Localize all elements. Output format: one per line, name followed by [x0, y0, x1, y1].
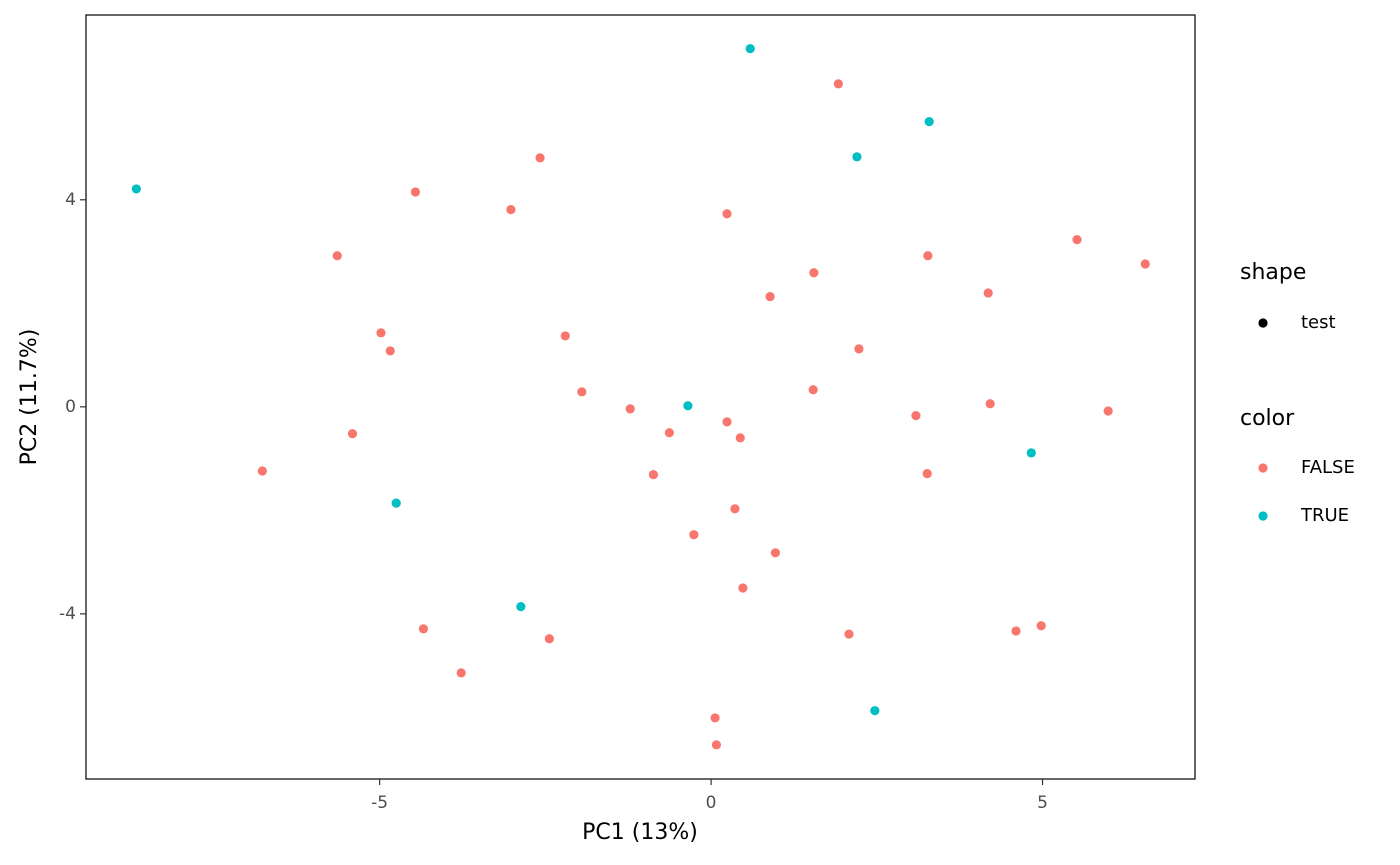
point — [418, 624, 429, 634]
x-tick-label: 0 — [706, 793, 717, 813]
y-tick-label: 0 — [65, 397, 76, 417]
point — [625, 404, 635, 414]
legend-entry: FALSE — [1301, 457, 1355, 478]
point — [833, 79, 843, 89]
legend-key — [1258, 511, 1268, 521]
point — [664, 428, 674, 438]
point — [745, 44, 755, 54]
point — [1026, 448, 1036, 458]
point — [985, 399, 995, 409]
point — [870, 706, 880, 716]
legend-title: shape — [1240, 260, 1306, 285]
point — [710, 713, 720, 723]
legend-key — [1258, 463, 1268, 473]
plot-panel — [85, 14, 1196, 780]
point — [730, 504, 740, 514]
point — [1103, 406, 1113, 416]
point — [391, 498, 401, 508]
y-tick-label: -4 — [59, 604, 76, 624]
point — [722, 417, 732, 427]
legend-entry: test — [1301, 312, 1336, 333]
point — [922, 469, 932, 479]
point — [923, 251, 933, 261]
point — [1011, 626, 1021, 636]
point — [738, 583, 748, 593]
point — [516, 602, 526, 612]
point — [577, 387, 587, 397]
legend-title: color — [1240, 406, 1295, 431]
point — [544, 634, 554, 644]
point — [808, 385, 818, 395]
point — [347, 429, 358, 439]
point — [648, 470, 659, 480]
legend-entry: TRUE — [1300, 505, 1349, 526]
point — [844, 629, 854, 639]
point — [765, 291, 775, 302]
point — [854, 344, 864, 354]
point — [376, 328, 386, 338]
point — [535, 153, 545, 163]
legend-key — [1258, 318, 1268, 328]
point — [911, 411, 921, 421]
point — [770, 548, 780, 558]
point — [711, 740, 721, 750]
point — [257, 466, 267, 476]
point — [983, 288, 993, 298]
point — [506, 205, 516, 215]
point — [410, 187, 421, 197]
point — [332, 251, 342, 261]
point — [722, 209, 732, 219]
point — [809, 268, 819, 278]
point — [1072, 235, 1082, 245]
point — [1036, 621, 1046, 631]
x-tick-label: 5 — [1037, 793, 1048, 813]
point — [560, 331, 570, 341]
point — [683, 401, 693, 411]
point — [924, 117, 934, 127]
point — [131, 184, 141, 194]
x-axis-title: PC1 (13%) — [582, 820, 698, 845]
y-tick-label: 4 — [65, 190, 76, 210]
point — [735, 433, 745, 443]
y-axis-title: PC2 (11.7%) — [17, 329, 42, 466]
point — [385, 346, 395, 356]
x-tick-label: -5 — [371, 793, 388, 813]
point — [689, 530, 699, 540]
point — [456, 668, 466, 678]
point — [852, 152, 862, 162]
point — [1140, 259, 1150, 269]
